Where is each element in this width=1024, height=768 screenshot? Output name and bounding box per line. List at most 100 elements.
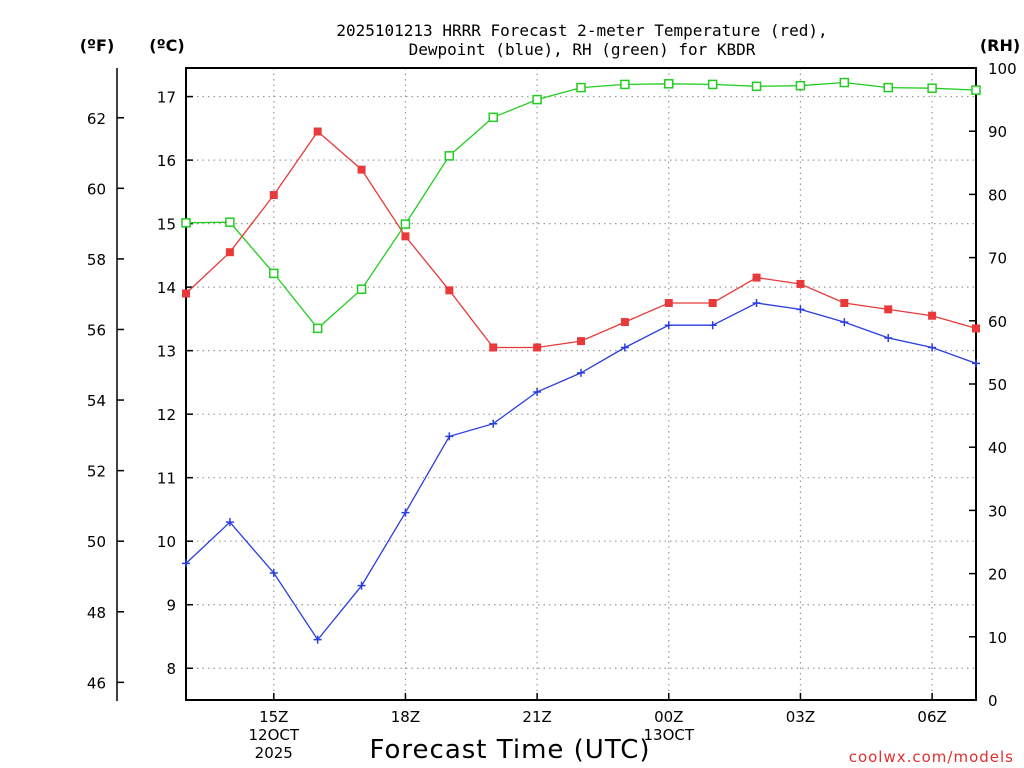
grid-lines [186,68,976,700]
dewpoint-point [225,518,234,527]
rh-point [225,217,235,227]
temperature-point [533,343,542,352]
dewpoint-point [269,568,278,577]
rh-point [664,79,674,89]
credit-label: coolwx.com/models [849,748,1014,766]
x-tick-label: 12OCT [249,726,300,744]
temperature-point [269,191,278,200]
celsius-unit-label: (ºC) [149,36,184,55]
rh-tick-label: 30 [988,502,1007,520]
temperature-point [664,299,673,308]
celsius-tick-label: 12 [157,406,176,424]
rh-point [795,80,806,91]
fahrenheit-tick-label: 48 [87,604,106,622]
fahrenheit-tick-label: 62 [87,110,106,128]
rh-point [620,79,630,90]
rh-point [883,82,893,93]
dewpoint-point [708,321,717,330]
dewpoint-point [445,432,454,441]
temperature-point [357,165,366,174]
fahrenheit-tick-label: 56 [87,321,106,339]
dewpoint-point [796,305,805,314]
axis-ticks: 8 9 10 11 12 13 14 15 16 17 46 48 50 52 54 56 58 60 62 0 10 2… [87,60,1017,762]
x-tick-label: 03Z [786,708,815,726]
rh-point [356,284,367,294]
rh-tick-label: 0 [988,692,998,710]
rh-tick-label: 60 [988,313,1007,331]
dewpoint-point [313,635,322,644]
dewpoint-point [533,387,542,396]
dewpoint-point [182,559,190,568]
rh-point [400,219,411,229]
dewpoint-point [884,333,893,342]
celsius-tick-label: 17 [157,89,176,107]
temperature-point [313,127,322,136]
x-tick-label: 00Z [654,708,683,726]
rh-tick-label: 10 [988,629,1007,647]
fahrenheit-tick-label: 52 [87,463,106,481]
fahrenheit-unit-label: (ºF) [80,36,115,55]
celsius-tick-label: 11 [157,470,176,488]
rh-point [707,79,718,90]
temperature-point [489,343,498,352]
rh-point [971,85,981,95]
rh-point [927,83,937,93]
temperature-point [445,286,454,295]
rh-tick-label: 70 [988,250,1007,268]
temperature-point [796,279,805,288]
rh-point [839,77,850,88]
temperature-point [577,337,585,346]
dewpoint-point [489,419,498,428]
x-tick-label: 2025 [255,744,293,762]
x-tick-label: 06Z [917,708,946,726]
temperature-point [620,318,629,327]
rh-tick-label: 40 [988,439,1007,457]
celsius-tick-label: 10 [157,533,176,551]
rh-point [312,323,323,334]
temperature-point [884,305,893,314]
rh-point [269,268,279,279]
fahrenheit-tick-label: 54 [87,392,106,410]
x-tick-label: 18Z [391,708,420,726]
celsius-tick-label: 13 [157,343,176,361]
temperature-point [928,311,937,320]
rh-tick-label: 50 [988,376,1007,394]
fahrenheit-tick-label: 60 [87,180,106,198]
celsius-tick-label: 8 [166,660,176,678]
dewpoint-point [840,318,849,327]
dewpoint-point [972,359,980,368]
temperature-point [972,324,980,333]
chart-title-line-2: Dewpoint (blue), RH (green) for KBDR [409,40,756,59]
fahrenheit-tick-label: 46 [87,674,106,692]
rh-tick-label: 90 [988,123,1007,141]
rh-unit-label: (RH) [980,36,1020,55]
dewpoint-series-line [185,302,977,641]
temperature-point [225,248,234,257]
temperature-series-line [185,130,977,349]
rh-point [181,218,191,228]
rh-tick-label: 80 [988,186,1007,204]
temperature-point [401,232,410,241]
dewpoint-point [401,508,410,517]
x-tick-label: 13OCT [644,726,695,744]
temperature-point [752,273,761,282]
rh-point [444,151,455,161]
dewpoint-point [577,368,585,377]
temperature-point [840,299,849,308]
celsius-tick-label: 9 [166,597,176,615]
celsius-tick-label: 14 [157,279,176,297]
x-axis-title: Forecast Time (UTC) [369,735,650,765]
dewpoint-point [928,343,937,352]
fahrenheit-tick-label: 50 [87,533,106,551]
dewpoint-point [664,321,673,330]
dewpoint-point [357,581,366,590]
temperature-point [182,289,190,298]
celsius-tick-label: 16 [157,152,176,170]
rh-tick-label: 20 [988,566,1007,584]
chart-title-line-1: 2025101213 HRRR Forecast 2-meter Tempera… [336,21,827,40]
celsius-tick-label: 15 [157,216,176,234]
rh-series-line [185,81,977,330]
temperature-point [708,299,717,308]
x-tick-label: 15Z [259,708,288,726]
